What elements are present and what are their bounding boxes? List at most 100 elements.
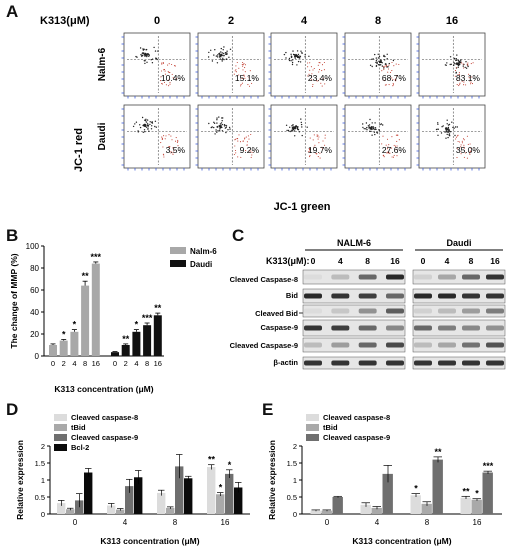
- event-dot: [146, 53, 148, 56]
- event-dot: [220, 51, 222, 53]
- event-dot: [317, 138, 319, 140]
- legend-swatch: [170, 260, 186, 267]
- event-dot: [363, 128, 365, 130]
- x-tick-label: 8: [145, 359, 149, 368]
- y-tick-label: 1: [293, 476, 297, 485]
- x-tick-label: 16: [154, 359, 162, 368]
- event-dot: [234, 139, 236, 141]
- lane-label: 16: [390, 256, 400, 266]
- blot-strip: [302, 337, 406, 353]
- flow-plot: 19.7%: [268, 104, 338, 171]
- event-dot: [440, 132, 443, 134]
- blot-band: [304, 308, 322, 314]
- event-dot: [150, 59, 152, 61]
- event-dot: [444, 131, 446, 133]
- event-dot: [299, 61, 302, 63]
- x-tick-label: 8: [425, 518, 430, 527]
- event-dot: [449, 63, 451, 66]
- event-dot: [237, 156, 239, 158]
- legend-label: Bcl-2: [71, 443, 89, 452]
- event-dot: [139, 124, 141, 126]
- x-tick-label: 0: [113, 359, 117, 368]
- event-dot: [146, 119, 149, 121]
- event-dot: [227, 129, 229, 131]
- bar: [132, 331, 141, 356]
- flow-plot: 3.5%: [121, 104, 191, 171]
- event-dot: [307, 66, 309, 68]
- bar: [460, 497, 471, 514]
- event-dot: [437, 123, 439, 126]
- event-dot: [394, 79, 396, 81]
- event-dot: [169, 72, 171, 74]
- event-dot: [387, 146, 389, 148]
- blot-band: [462, 342, 480, 348]
- blot-strip: [302, 288, 406, 304]
- blot-band: [358, 293, 377, 299]
- event-dot: [377, 57, 380, 59]
- percent-label: 68.7%: [382, 73, 407, 83]
- event-dot: [214, 133, 216, 135]
- event-dot: [459, 150, 461, 153]
- event-dot: [294, 135, 296, 137]
- event-dot: [241, 63, 243, 66]
- event-dot: [149, 123, 151, 126]
- legend-label: Daudi: [190, 260, 212, 269]
- event-dot: [218, 129, 221, 131]
- significance-label: **: [208, 455, 216, 465]
- event-dot: [213, 122, 216, 125]
- event-dot: [141, 116, 144, 119]
- x-axis-label: K313 concentration (μM): [54, 384, 153, 394]
- event-dot: [469, 153, 471, 155]
- event-dot: [294, 125, 297, 127]
- event-dot: [217, 54, 219, 56]
- event-dot: [446, 119, 448, 121]
- x-tick-label: 0: [73, 518, 78, 527]
- significance-label: **: [122, 334, 130, 344]
- legend-swatch: [54, 444, 67, 451]
- event-dot: [306, 126, 308, 128]
- event-dot: [248, 150, 250, 152]
- x-tick-label: 4: [123, 518, 128, 527]
- blot-band: [414, 293, 432, 299]
- event-dot: [239, 141, 242, 143]
- event-dot: [160, 76, 162, 78]
- event-dot: [454, 63, 456, 65]
- event-dot: [380, 64, 382, 66]
- blot-band: [414, 360, 432, 366]
- event-dot: [301, 126, 303, 128]
- event-dot: [437, 128, 439, 130]
- event-dot: [219, 55, 221, 58]
- event-dot: [472, 62, 474, 64]
- event-dot: [457, 79, 459, 82]
- blot-row-label: Cleaved Caspase-9: [230, 341, 298, 350]
- event-dot: [244, 67, 246, 69]
- event-dot: [228, 126, 231, 129]
- blot-strip: [412, 288, 506, 304]
- y-tick-label: 0: [293, 510, 297, 519]
- lane-label: 0: [421, 256, 426, 266]
- event-dot: [175, 137, 177, 139]
- plot-frame: [344, 104, 412, 169]
- event-dot: [394, 145, 397, 147]
- event-dot: [300, 118, 302, 120]
- event-dot: [219, 125, 222, 127]
- event-dot: [145, 118, 147, 121]
- event-dot: [137, 130, 139, 132]
- event-dot: [309, 62, 311, 64]
- blot-band: [304, 274, 322, 280]
- event-dot: [240, 156, 242, 158]
- event-dot: [466, 157, 468, 159]
- event-dot: [467, 65, 469, 68]
- blot-band: [486, 293, 504, 299]
- event-dot: [324, 134, 326, 136]
- event-dot: [310, 75, 312, 77]
- event-dot: [161, 136, 163, 138]
- event-dot: [457, 148, 459, 150]
- event-dot: [143, 124, 145, 127]
- event-dot: [216, 117, 218, 119]
- event-dot: [290, 60, 292, 62]
- event-dot: [148, 130, 150, 132]
- event-dot: [291, 61, 294, 64]
- y-tick-label: 1.5: [287, 459, 297, 468]
- event-dot: [398, 139, 400, 141]
